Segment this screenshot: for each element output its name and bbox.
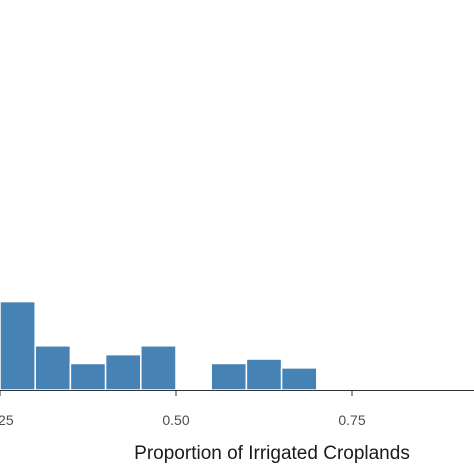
x-axis-ticks: 0.25 0.50 0.75: [0, 391, 366, 428]
x-tick-label: 0.50: [162, 412, 189, 428]
histogram-bars: [0, 300, 318, 391]
histogram-bar: [69, 362, 107, 391]
histogram-bar: [280, 367, 318, 391]
histogram-bar: [34, 345, 72, 391]
x-axis-title: Proportion of Irrigated Croplands: [134, 443, 410, 464]
x-tick-label: 0.75: [338, 412, 365, 428]
histogram-bar: [245, 358, 283, 391]
x-tick-label: 0.25: [0, 412, 14, 428]
histogram-bar: [104, 353, 142, 391]
histogram-bar: [140, 345, 177, 391]
histogram-bar: [210, 362, 248, 391]
histogram-bar: [0, 300, 36, 391]
